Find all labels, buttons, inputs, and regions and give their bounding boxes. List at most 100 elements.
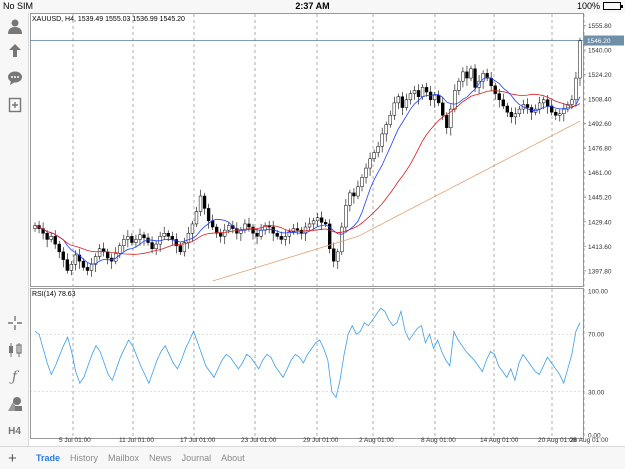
candle bbox=[348, 192, 352, 206]
date-tick: 20 Aug 01:00 bbox=[538, 437, 577, 444]
candle bbox=[420, 87, 425, 97]
candle bbox=[122, 239, 126, 246]
price-tick: 1461.00 bbox=[588, 170, 612, 177]
tab-mailbox[interactable]: Mailbox bbox=[108, 453, 140, 463]
rsi-label: RSI(14) 78.63 bbox=[32, 291, 76, 298]
candle bbox=[202, 195, 207, 209]
chat-icon[interactable] bbox=[4, 68, 25, 88]
date-tick: 5 Jul 01:00 bbox=[59, 437, 91, 444]
price-tick: 1476.80 bbox=[588, 146, 612, 153]
candle bbox=[223, 229, 227, 237]
tab-trade[interactable]: Trade bbox=[36, 453, 61, 463]
clock: 2:37 AM bbox=[295, 1, 330, 11]
candle bbox=[404, 99, 409, 108]
objects-icon[interactable] bbox=[4, 394, 25, 414]
candle bbox=[517, 108, 522, 115]
account-icon[interactable] bbox=[4, 16, 25, 36]
candle bbox=[315, 217, 320, 222]
candle bbox=[412, 90, 417, 94]
candle bbox=[352, 192, 356, 197]
candle bbox=[319, 217, 324, 223]
candle bbox=[130, 236, 134, 243]
candle bbox=[449, 108, 453, 128]
candle bbox=[198, 195, 203, 212]
candle bbox=[457, 80, 461, 91]
candle bbox=[134, 239, 138, 243]
price-tick: 1540.00 bbox=[588, 48, 612, 55]
indicators-icon[interactable]: ƒ bbox=[11, 369, 18, 385]
crosshair-icon[interactable] bbox=[4, 313, 25, 333]
candle bbox=[340, 226, 344, 253]
new-order-icon[interactable] bbox=[4, 95, 25, 115]
candle bbox=[178, 245, 183, 253]
candle bbox=[441, 102, 445, 116]
price-tick: 1413.60 bbox=[588, 244, 612, 251]
candle bbox=[453, 90, 457, 110]
rsi-tick: 100.00 bbox=[588, 289, 608, 296]
candle bbox=[392, 102, 396, 116]
add-icon[interactable]: + bbox=[8, 450, 17, 467]
tab-journal[interactable]: Journal bbox=[181, 453, 212, 463]
candle bbox=[142, 234, 146, 239]
candle bbox=[360, 177, 364, 187]
candle bbox=[154, 243, 158, 250]
date-tick: 2 Aug 01:00 bbox=[359, 437, 394, 444]
deposit-icon[interactable] bbox=[4, 41, 25, 61]
candle bbox=[190, 223, 195, 234]
candle bbox=[481, 73, 485, 82]
rsi-line bbox=[34, 307, 581, 399]
timeframe-selector[interactable]: H4 bbox=[8, 425, 21, 437]
candle bbox=[166, 232, 170, 237]
candle bbox=[432, 94, 437, 101]
bottom-tab-bar: + Trade History Mailbox News Journal About bbox=[0, 446, 625, 469]
candle bbox=[210, 220, 215, 228]
candle bbox=[400, 96, 405, 108]
candle bbox=[89, 264, 94, 271]
rsi-tick: 0.00 bbox=[588, 433, 601, 440]
tab-list: Trade History Mailbox News Journal About bbox=[36, 453, 245, 463]
candle bbox=[93, 256, 98, 265]
candle bbox=[501, 99, 505, 107]
price-tick: 1492.60 bbox=[588, 121, 612, 128]
chart-type-icon[interactable] bbox=[4, 340, 25, 360]
battery-icon bbox=[603, 2, 623, 10]
candle bbox=[162, 232, 166, 237]
candle bbox=[287, 231, 291, 237]
price-tick: 1397.80 bbox=[588, 268, 612, 275]
candle bbox=[388, 115, 392, 125]
candle bbox=[570, 99, 574, 105]
candle bbox=[537, 102, 542, 110]
candle bbox=[332, 248, 336, 262]
date-tick: 29 Jul 01:00 bbox=[303, 437, 339, 444]
candle bbox=[247, 223, 251, 228]
tab-history[interactable]: History bbox=[70, 453, 99, 463]
price-chart[interactable]: XAUUSD, H4, 1539.49 1555.03 1536.99 1545… bbox=[30, 13, 625, 446]
candle bbox=[53, 236, 57, 245]
candle bbox=[73, 254, 78, 265]
candle bbox=[41, 228, 45, 234]
candle bbox=[150, 242, 154, 250]
candle bbox=[194, 211, 199, 225]
candle bbox=[550, 105, 554, 113]
candle bbox=[493, 85, 497, 94]
candle bbox=[461, 71, 465, 82]
price-tick: 1445.20 bbox=[588, 195, 612, 202]
candle bbox=[558, 113, 562, 116]
tab-about[interactable]: About bbox=[221, 453, 245, 463]
candle bbox=[65, 259, 69, 271]
date-tick: 17 Jul 01:00 bbox=[180, 437, 216, 444]
candle bbox=[509, 111, 514, 118]
tab-news[interactable]: News bbox=[149, 453, 172, 463]
candle bbox=[106, 251, 110, 259]
carrier-label: No SIM bbox=[3, 1, 34, 11]
candle bbox=[227, 225, 231, 231]
candle bbox=[259, 229, 263, 237]
candle bbox=[477, 80, 481, 88]
candle bbox=[57, 243, 61, 253]
candle bbox=[251, 226, 255, 234]
candle bbox=[424, 87, 429, 93]
ma-slow-line bbox=[34, 90, 581, 255]
price-tick: 1524.20 bbox=[588, 72, 612, 79]
price-tick: 1508.40 bbox=[588, 97, 612, 104]
candle bbox=[465, 71, 469, 79]
